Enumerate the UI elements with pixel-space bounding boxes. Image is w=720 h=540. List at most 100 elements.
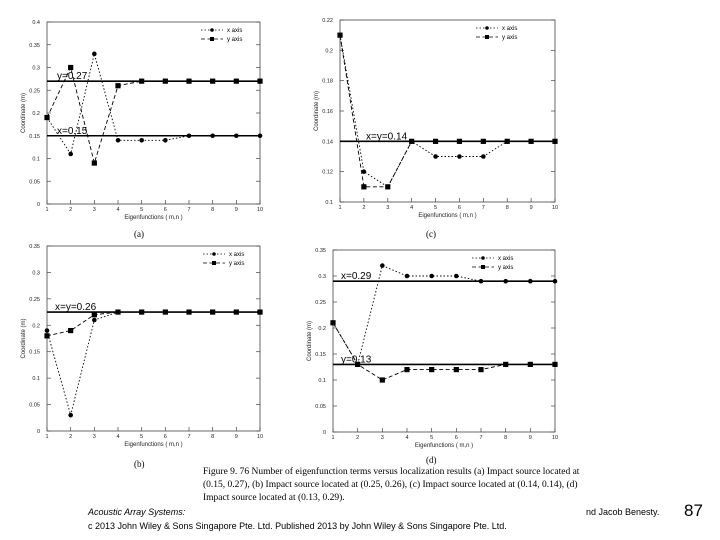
data-point-x-axis bbox=[139, 138, 144, 143]
panel-label-c: (c) bbox=[426, 229, 436, 239]
series-line bbox=[339, 35, 555, 188]
y-tick-label: 0.05 bbox=[29, 403, 40, 409]
data-point-y-axis bbox=[257, 309, 263, 315]
x-tick-label: 9 bbox=[235, 434, 238, 440]
x-tick-label: 3 bbox=[386, 205, 389, 211]
page-number: 87 bbox=[684, 501, 703, 520]
plot-frame bbox=[46, 245, 261, 432]
x-tick-label: 1 bbox=[45, 434, 48, 440]
reference-label: y=0.13 bbox=[341, 354, 372, 365]
y-tick-label: 0.4 bbox=[32, 20, 40, 26]
x-tick-label: 8 bbox=[211, 434, 214, 440]
y-tick-label: 0.1 bbox=[318, 378, 326, 384]
data-point-x-axis bbox=[44, 328, 50, 333]
panel-label-d: (d) bbox=[426, 455, 437, 465]
data-point-y-axis bbox=[456, 138, 463, 144]
x-tick-label: 1 bbox=[45, 207, 48, 213]
legend-label: x axis bbox=[502, 26, 517, 32]
data-point-y-axis bbox=[44, 333, 50, 339]
x-tick-label: 5 bbox=[434, 205, 437, 211]
data-point-y-axis bbox=[210, 309, 216, 315]
x-tick-label: 7 bbox=[187, 207, 190, 213]
data-point-x-axis bbox=[92, 317, 97, 323]
x-tick-label: 7 bbox=[187, 434, 190, 440]
legend: x axis y axis bbox=[203, 252, 244, 267]
data-point-y-axis bbox=[552, 138, 558, 144]
series-line bbox=[46, 311, 260, 337]
legend-marker bbox=[481, 256, 485, 260]
series-line bbox=[339, 35, 555, 188]
x-tick-label: 6 bbox=[164, 434, 167, 440]
data-point-y-axis bbox=[337, 32, 343, 38]
x-tick-label: 3 bbox=[93, 434, 96, 440]
legend-label: y axis bbox=[498, 265, 513, 271]
data-point-y-axis bbox=[480, 138, 486, 144]
x-tick-label: 6 bbox=[458, 205, 461, 211]
data-point-y-axis bbox=[504, 138, 510, 144]
footer-book-title: Acoustic Array Systems: bbox=[88, 507, 185, 517]
x-tick-label: 1 bbox=[331, 435, 334, 441]
data-point-x-axis bbox=[503, 278, 508, 284]
data-point-y-axis bbox=[527, 361, 533, 367]
series-line bbox=[46, 66, 260, 165]
y-tick-label: 0.25 bbox=[29, 297, 40, 303]
data-point-x-axis bbox=[528, 278, 533, 284]
data-point-y-axis bbox=[186, 309, 192, 315]
legend-marker bbox=[212, 261, 216, 265]
y-tick-label: 0 bbox=[37, 429, 40, 435]
x-tick-label: 9 bbox=[530, 205, 533, 211]
legend: x axis y axis bbox=[201, 28, 242, 43]
x-tick-label: 5 bbox=[140, 434, 143, 440]
y-tick-label: 0.1 bbox=[32, 376, 40, 382]
y-tick-label: 0.05 bbox=[29, 179, 40, 185]
legend-label: x axis bbox=[227, 28, 242, 34]
y-tick-label: 0.22 bbox=[322, 18, 333, 24]
x-tick-label: 4 bbox=[405, 435, 408, 441]
chart-a: 0 0.05 0.1 0.15 0.2 0.25 0.3 0.35 0.4 1 2 3 4 5 6 7 8 9 10… bbox=[21, 20, 263, 221]
x-axis-label: Eigenfunctions ( m,n ) bbox=[124, 442, 182, 448]
x-tick-label: 4 bbox=[410, 205, 413, 211]
legend-label: y axis bbox=[229, 261, 244, 267]
reference-label: x=0.29 bbox=[341, 271, 372, 282]
y-tick-label: 0.2 bbox=[318, 326, 326, 332]
data-point-y-axis bbox=[44, 114, 50, 121]
x-tick-label: 10 bbox=[552, 435, 558, 441]
legend: x axis y axis bbox=[472, 256, 513, 271]
series-line bbox=[46, 53, 260, 156]
x-tick-label: 4 bbox=[116, 434, 119, 440]
data-point-x-axis bbox=[478, 278, 484, 284]
data-point-y-axis bbox=[404, 367, 410, 373]
data-point-x-axis bbox=[92, 51, 97, 57]
x-tick-label: 8 bbox=[504, 435, 507, 441]
data-point-y-axis bbox=[330, 320, 336, 326]
y-axis-label: Coordinate (m) bbox=[21, 318, 27, 358]
y-tick-label: 0.05 bbox=[315, 404, 326, 410]
x-tick-label: 10 bbox=[552, 205, 558, 211]
y-tick-label: 0 bbox=[323, 430, 326, 436]
x-tick-label: 1 bbox=[338, 205, 341, 211]
panel-label-a: (a) bbox=[134, 229, 144, 239]
legend-label: y axis bbox=[502, 35, 517, 41]
y-axis-label: Coordinate (m) bbox=[307, 321, 313, 361]
legend-marker bbox=[210, 37, 214, 41]
x-axis-label: Eigenfunctions ( m,n ) bbox=[124, 215, 182, 221]
y-tick-label: 0.35 bbox=[315, 248, 326, 254]
x-tick-label: 5 bbox=[140, 207, 143, 213]
data-point-x-axis bbox=[454, 273, 459, 279]
y-tick-label: 0.14 bbox=[322, 139, 333, 145]
data-point-y-axis bbox=[361, 184, 367, 190]
x-tick-label: 6 bbox=[164, 207, 167, 213]
x-tick-label: 7 bbox=[479, 435, 482, 441]
reference-label: y=0.27 bbox=[57, 71, 88, 82]
data-point-x-axis bbox=[433, 154, 438, 159]
data-point-y-axis bbox=[186, 78, 192, 84]
x-tick-label: 6 bbox=[455, 435, 458, 441]
y-tick-label: 0.35 bbox=[29, 43, 40, 49]
legend-marker bbox=[485, 26, 489, 30]
x-axis-label: Eigenfunctions ( m,n ) bbox=[418, 213, 476, 219]
y-tick-label: 0.3 bbox=[318, 274, 326, 280]
data-point-y-axis bbox=[91, 312, 97, 318]
reference-label: x=y=0.26 bbox=[55, 302, 97, 313]
data-point-y-axis bbox=[453, 367, 459, 373]
x-tick-label: 7 bbox=[482, 205, 485, 211]
